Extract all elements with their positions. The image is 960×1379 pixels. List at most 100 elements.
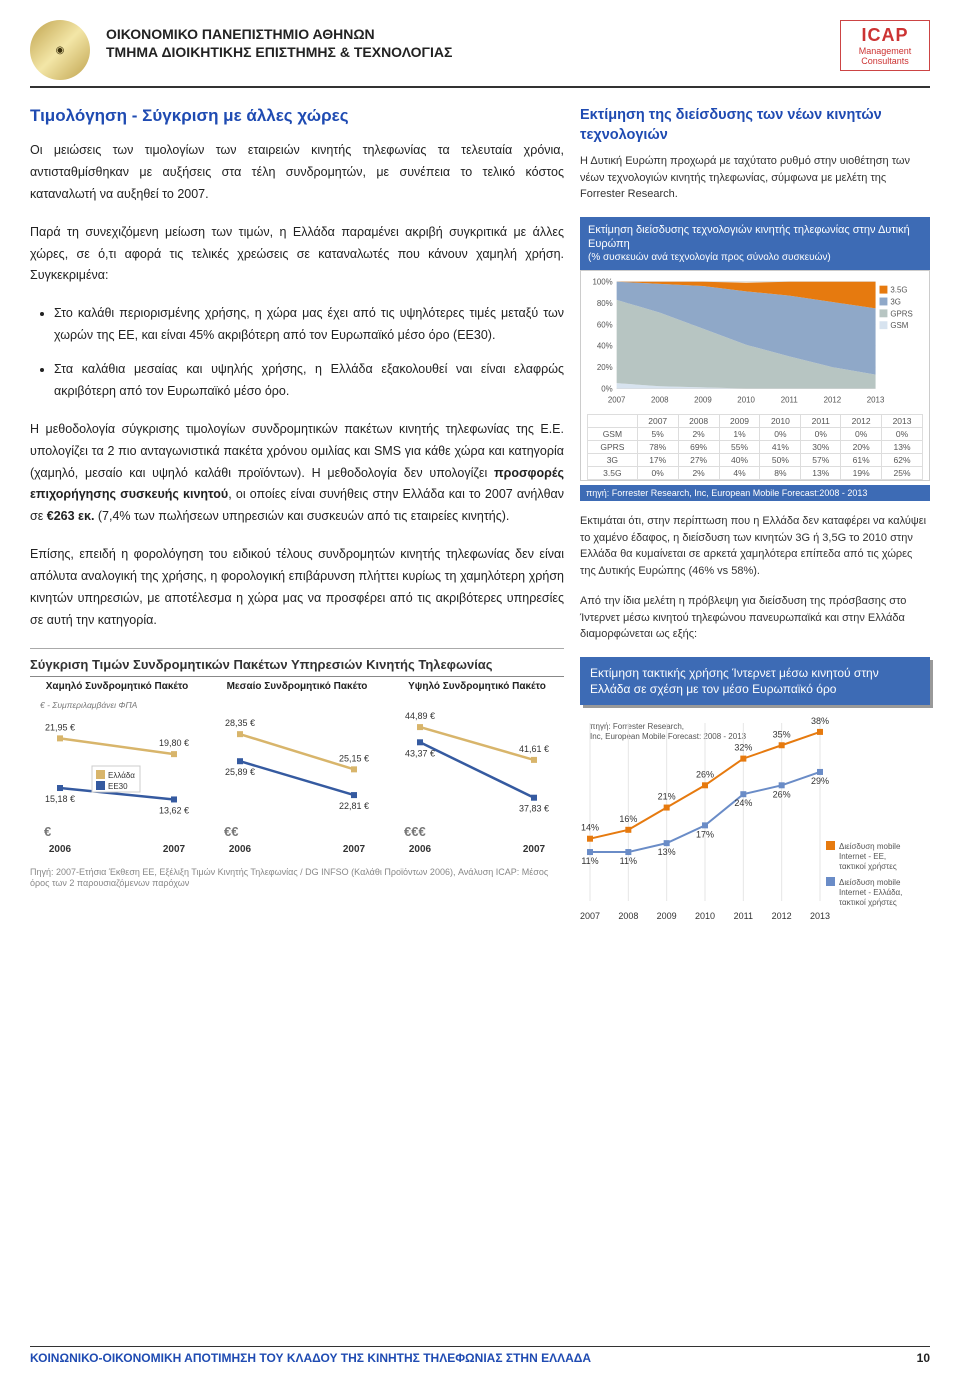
svg-text:43,37 €: 43,37 €: [405, 748, 435, 758]
svg-text:2006: 2006: [409, 844, 432, 855]
svg-text:€: €: [44, 824, 51, 839]
svg-text:80%: 80%: [597, 299, 613, 308]
tech-share-table: 2007200820092010201120122013GSM5%2%1%0%0…: [587, 414, 923, 480]
svg-text:2011: 2011: [734, 911, 753, 921]
side-head-1: Εκτίμηση της διείσδυσης των νέων κινητών…: [580, 106, 930, 145]
para-2: Παρά τη συνεχιζόμενη μείωση των τιμών, η…: [30, 222, 564, 288]
svg-text:2011: 2011: [781, 396, 798, 405]
svg-text:2013: 2013: [810, 911, 830, 921]
pricing-panel-1: Μεσαίο Συνδρομητικό Πακέτο28,35 €25,15 €…: [210, 681, 384, 861]
pricing-panel-2: Υψηλό Συνδρομητικό Πακέτο44,89 €41,61 €4…: [390, 681, 564, 861]
pricing-comparison-source: Πηγή: 2007-Ετήσια Έκθεση ΕΕ, Εξέλιξη Τιμ…: [30, 867, 564, 890]
svg-text:2013: 2013: [867, 396, 885, 405]
sidebar-column: Εκτίμηση της διείσδυσης των νέων κινητών…: [580, 106, 930, 930]
pricing-comparison-block: Σύγκριση Τιμών Συνδρομητικών Πακέτων Υπη…: [30, 648, 564, 890]
svg-text:2012: 2012: [824, 396, 842, 405]
svg-text:20%: 20%: [597, 363, 613, 372]
svg-text:22,81 €: 22,81 €: [339, 801, 369, 811]
svg-text:GPRS: GPRS: [890, 310, 912, 319]
page-footer: ΚΟΙΝΩΝΙΚΟ-ΟΙΚΟΝΟΜΙΚΗ ΑΠΟΤΙΜΗΣΗ ΤΟΥ ΚΛΑΔΟ…: [30, 1346, 930, 1365]
svg-text:2010: 2010: [737, 396, 755, 405]
side-para-2: Εκτιμάται ότι, στην περίπτωση που η Ελλά…: [580, 513, 930, 579]
svg-text:26%: 26%: [773, 789, 791, 799]
icap-logo: ICAP Management Consultants: [840, 20, 930, 71]
svg-text:40%: 40%: [597, 342, 613, 351]
svg-text:€ - Συμπεριλαμβάνει ΦΠΑ: € - Συμπεριλαμβάνει ΦΠΑ: [40, 700, 138, 710]
svg-text:Διείσδυση mobile: Διείσδυση mobile: [839, 878, 901, 887]
svg-text:GSM: GSM: [890, 321, 908, 330]
svg-text:Inc, European Mobile Forecast:: Inc, European Mobile Forecast: 2008 - 20…: [590, 732, 747, 741]
svg-text:Internet - ΕΕ,: Internet - ΕΕ,: [839, 852, 886, 861]
svg-text:17%: 17%: [696, 829, 714, 839]
svg-text:32%: 32%: [734, 743, 752, 753]
svg-text:2008: 2008: [651, 396, 669, 405]
svg-text:2007: 2007: [608, 396, 626, 405]
para-1: Οι μειώσεις των τιμολογίων των εταιρειών…: [30, 140, 564, 206]
side-para-1: Η Δυτική Ευρώπη προχωρά με ταχύτατο ρυθμ…: [580, 153, 930, 203]
svg-text:3G: 3G: [890, 298, 901, 307]
svg-text:2010: 2010: [695, 911, 715, 921]
bullet-2: Στα καλάθια μεσαίας και υψηλής χρήσης, η…: [54, 359, 564, 403]
area-chart-source: πηγή: Forrester Research, Inc, European …: [580, 485, 930, 501]
svg-text:2009: 2009: [694, 396, 712, 405]
svg-text:τακτικοί χρήστες: τακτικοί χρήστες: [839, 862, 897, 871]
svg-text:πηγή: Forrester Research,: πηγή: Forrester Research,: [590, 722, 684, 731]
header-titles: ΟΙΚΟΝΟΜΙΚΟ ΠΑΝΕΠΙΣΤΗΜΙΟ ΑΘΗΝΩΝ ΤΜΗΜΑ ΔΙΟ…: [90, 20, 840, 60]
svg-text:2006: 2006: [49, 844, 72, 855]
area-chart: 0%20%40%60%80%100%2007200820092010201120…: [580, 270, 930, 481]
univ-line1: ΟΙΚΟΝΟΜΙΚΟ ΠΑΝΕΠΙΣΤΗΜΙΟ ΑΘΗΝΩΝ: [106, 26, 840, 42]
icap-title: ICAP: [847, 25, 923, 46]
svg-text:26%: 26%: [696, 769, 714, 779]
svg-text:11%: 11%: [581, 856, 598, 866]
svg-text:3.5G: 3.5G: [890, 286, 907, 295]
svg-text:35%: 35%: [773, 729, 791, 739]
svg-text:€€: €€: [224, 824, 238, 839]
svg-text:21%: 21%: [658, 792, 676, 802]
university-seal-icon: ◉: [30, 20, 90, 80]
pricing-panel-0: Χαμηλό Συνδρομητικό Πακέτο21,95 €19,80 €…: [30, 681, 204, 861]
svg-text:€€€: €€€: [404, 824, 426, 839]
svg-text:13,62 €: 13,62 €: [159, 805, 189, 815]
bullet-1: Στο καλάθι περιορισμένης χρήσης, η χώρα …: [54, 303, 564, 347]
internet-line-chart: πηγή: Forrester Research,Inc, European M…: [580, 715, 930, 930]
svg-text:14%: 14%: [581, 823, 599, 833]
para-3: Η μεθοδολογία σύγκρισης τιμολογίων συνδρ…: [30, 419, 564, 528]
univ-line2: ΤΜΗΜΑ ΔΙΟΙΚΗΤΙΚΗΣ ΕΠΙΣΤΗΜΗΣ & ΤΕΧΝΟΛΟΓΙΑ…: [106, 44, 840, 60]
bullet-list: Στο καλάθι περιορισμένης χρήσης, η χώρα …: [30, 303, 564, 403]
svg-text:38%: 38%: [811, 716, 829, 726]
svg-text:21,95 €: 21,95 €: [45, 722, 75, 732]
svg-text:44,89 €: 44,89 €: [405, 711, 435, 721]
svg-text:0%: 0%: [601, 385, 612, 394]
svg-text:2007: 2007: [580, 911, 600, 921]
svg-text:100%: 100%: [593, 278, 613, 287]
svg-text:25,89 €: 25,89 €: [225, 767, 255, 777]
svg-text:24%: 24%: [734, 798, 752, 808]
svg-text:11%: 11%: [620, 856, 637, 866]
svg-text:15,18 €: 15,18 €: [45, 794, 75, 804]
section-title: Τιμολόγηση - Σύγκριση με άλλες χώρες: [30, 106, 564, 126]
svg-text:41,61 €: 41,61 €: [519, 744, 549, 754]
svg-text:60%: 60%: [597, 321, 613, 330]
svg-text:2007: 2007: [523, 844, 546, 855]
svg-text:19,80 €: 19,80 €: [159, 738, 189, 748]
side-para-3: Από την ίδια μελέτη η πρόβλεψη για διείσ…: [580, 593, 930, 643]
area-chart-header-box: Εκτίμηση διείσδυσης τεχνολογιών κινητής …: [580, 217, 930, 271]
svg-text:2012: 2012: [772, 911, 792, 921]
svg-text:2009: 2009: [657, 911, 677, 921]
svg-text:2008: 2008: [618, 911, 638, 921]
svg-text:Ελλάδα: Ελλάδα: [108, 771, 135, 780]
page-header: ◉ ΟΙΚΟΝΟΜΙΚΟ ΠΑΝΕΠΙΣΤΗΜΙΟ ΑΘΗΝΩΝ ΤΜΗΜΑ Δ…: [30, 20, 930, 88]
svg-text:Internet - Ελλάδα,: Internet - Ελλάδα,: [839, 888, 902, 897]
svg-text:2007: 2007: [163, 844, 186, 855]
footer-text: ΚΟΙΝΩΝΙΚΟ-ΟΙΚΟΝΟΜΙΚΗ ΑΠΟΤΙΜΗΣΗ ΤΟΥ ΚΛΑΔΟ…: [30, 1351, 591, 1365]
para-4: Επίσης, επειδή η φορολόγηση του ειδικού …: [30, 544, 564, 632]
svg-text:τακτικοί χρήστες: τακτικοί χρήστες: [839, 898, 897, 907]
svg-text:25,15 €: 25,15 €: [339, 753, 369, 763]
svg-text:ΕΕ30: ΕΕ30: [108, 782, 128, 791]
main-column: Τιμολόγηση - Σύγκριση με άλλες χώρες Οι …: [30, 106, 564, 930]
svg-text:28,35 €: 28,35 €: [225, 718, 255, 728]
svg-text:2007: 2007: [343, 844, 366, 855]
svg-text:37,83 €: 37,83 €: [519, 803, 549, 813]
page-number: 10: [917, 1351, 930, 1365]
icap-subtitle: Management Consultants: [847, 46, 923, 66]
